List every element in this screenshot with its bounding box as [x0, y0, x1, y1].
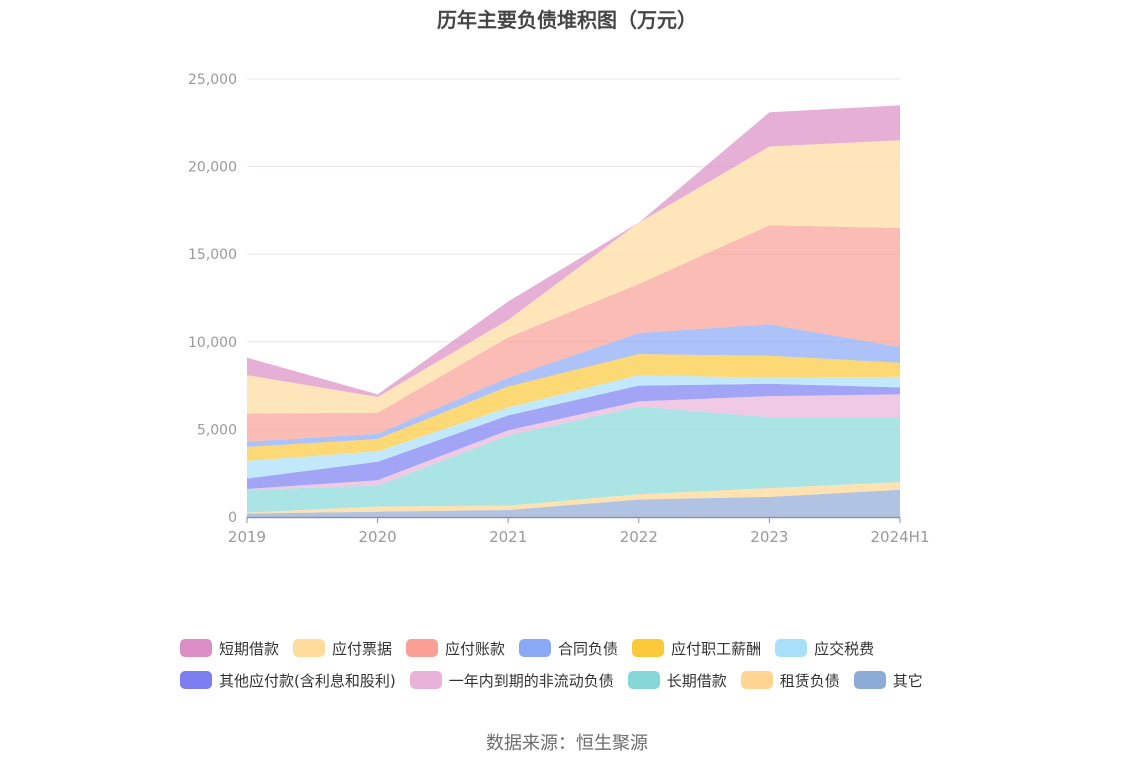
area-series-1	[247, 482, 900, 514]
legend-item[interactable]: 合同负债	[519, 638, 618, 659]
legend-label: 长期借款	[666, 671, 727, 690]
axes: 0 5,000 10,000 15,000 20,000 25,000 2019 2020 20…	[188, 72, 930, 546]
x-tick-label: 2024H1	[871, 528, 930, 546]
y-tick-label: 25,000	[188, 72, 237, 88]
y-tick-label: 15,000	[188, 247, 237, 263]
area-series-2	[247, 406, 900, 513]
legend-swatch	[775, 639, 808, 657]
legend-swatch	[519, 639, 552, 657]
x-tick-label: 2020	[359, 528, 397, 546]
y-tick-label: 10,000	[188, 335, 237, 351]
x-tick-label: 2019	[228, 528, 266, 546]
area-series-7	[247, 324, 900, 447]
legend-swatch	[853, 671, 886, 689]
legend-item[interactable]: 一年内到期的非流动负债	[409, 670, 614, 691]
legend-item[interactable]: 租赁负债	[740, 670, 840, 691]
legend-item[interactable]: 短期借款	[180, 638, 279, 659]
legend-label: 一年内到期的非流动负债	[448, 671, 614, 690]
legend-item[interactable]: 其它	[853, 670, 923, 691]
legend-swatch	[627, 671, 660, 689]
area-series-10	[247, 105, 900, 398]
legend-item[interactable]: 应付职工薪酬	[632, 638, 761, 659]
legend-swatch	[740, 671, 773, 689]
legend-label: 其他应付款(含利息和股利)	[219, 671, 396, 690]
legend-label: 应交税费	[814, 639, 875, 658]
legend-swatch	[293, 639, 326, 657]
legend-label: 其它	[892, 671, 923, 690]
area-series	[247, 105, 900, 517]
legend: 短期借款 应付票据 应付账款 合同负债 应付职工薪酬 应交税费其他应付款(含利息和股利) 一…	[180, 632, 980, 696]
area-series-9	[247, 140, 900, 414]
legend-item[interactable]: 应付账款	[406, 638, 505, 659]
area-series-8	[247, 225, 900, 442]
legend-row: 其他应付款(含利息和股利) 一年内到期的非流动负债 长期借款 租赁负债 其它	[180, 664, 980, 696]
legend-label: 应付账款	[445, 639, 506, 658]
x-tick-label: 2022	[620, 528, 658, 546]
legend-item[interactable]: 应交税费	[775, 638, 874, 659]
legend-label: 短期借款	[219, 639, 280, 658]
chart-title: 历年主要负债堆积图（万元）	[437, 8, 697, 32]
legend-item[interactable]: 其他应付款(含利息和股利)	[180, 670, 396, 691]
x-tick-label: 2023	[750, 528, 788, 546]
legend-label: 租赁负债	[779, 671, 840, 690]
area-series-5	[247, 375, 900, 479]
y-tick-label: 5,000	[197, 422, 237, 438]
x-tick-label: 2021	[489, 528, 527, 546]
y-tick-label: 20,000	[188, 160, 237, 176]
legend-swatch	[180, 671, 212, 689]
area-series-6	[247, 354, 900, 461]
y-tick-label: 0	[228, 510, 237, 526]
legend-swatch	[406, 639, 439, 657]
area-series-0	[247, 489, 900, 517]
legend-item[interactable]: 应付票据	[293, 638, 392, 659]
area-series-3	[247, 394, 900, 490]
legend-swatch	[632, 639, 665, 657]
area-series-4	[247, 383, 900, 489]
legend-swatch	[409, 671, 442, 689]
legend-label: 合同负债	[558, 639, 619, 658]
legend-item[interactable]: 长期借款	[627, 670, 727, 691]
legend-row: 短期借款 应付票据 应付账款 合同负债 应付职工薪酬 应交税费	[180, 632, 980, 664]
source-note: 数据来源：恒生聚源	[486, 733, 648, 754]
legend-swatch	[180, 639, 212, 657]
legend-label: 应付职工薪酬	[671, 639, 762, 658]
legend-label: 应付票据	[332, 639, 393, 658]
